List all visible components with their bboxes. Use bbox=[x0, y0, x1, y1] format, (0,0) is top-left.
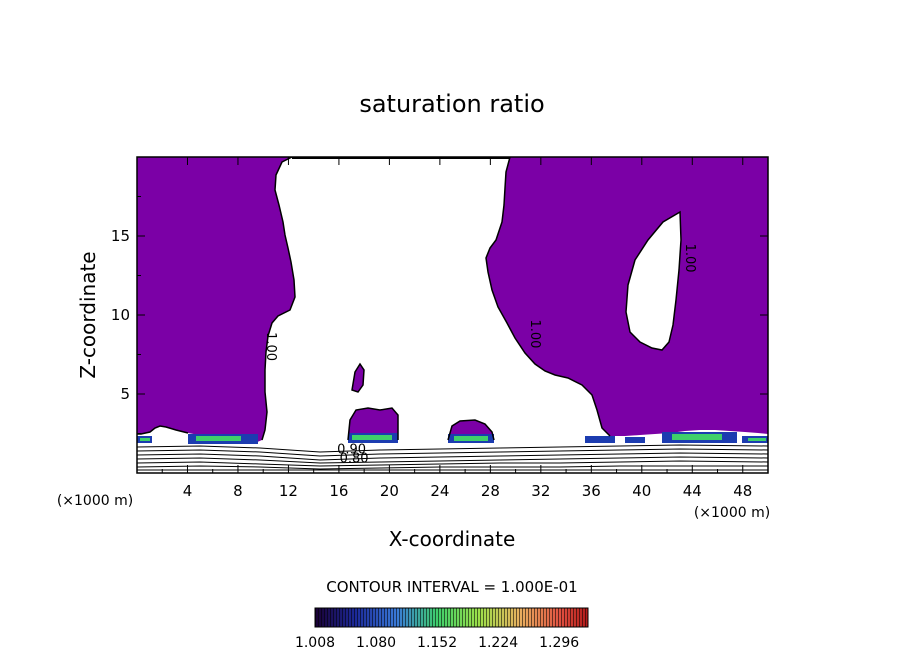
x-tick-label: 48 bbox=[733, 482, 752, 500]
x-unit-label-right: (×1000 m) bbox=[694, 505, 770, 521]
colorbar-tick-label: 1.224 bbox=[478, 635, 518, 651]
x-tick-label: 40 bbox=[632, 482, 651, 500]
y-tick-label: 5 bbox=[120, 385, 130, 403]
contour-label-group: 1.00 1.00 1.00 0.900.80 bbox=[263, 244, 697, 467]
x-tick-label: 28 bbox=[481, 482, 500, 500]
contour-label: 1.00 bbox=[682, 244, 697, 273]
y-tick-label: 15 bbox=[111, 227, 130, 245]
near-surface-maxima bbox=[137, 432, 768, 444]
x-tick-label: 16 bbox=[329, 482, 348, 500]
chart-title: saturation ratio bbox=[359, 90, 544, 118]
colorbar-tick-label: 1.152 bbox=[417, 635, 457, 651]
x-tick-label: 4 bbox=[183, 482, 193, 500]
x-tick-label: 36 bbox=[582, 482, 601, 500]
contour-lines-1.00 bbox=[137, 157, 611, 441]
x-tick-label: 8 bbox=[233, 482, 243, 500]
y-tick-label: 10 bbox=[111, 306, 130, 324]
contour-label: 0.80 bbox=[340, 452, 369, 467]
blob-center bbox=[348, 408, 398, 440]
colorbar-tick-label: 1.296 bbox=[539, 635, 579, 651]
x-tick-label: 32 bbox=[531, 482, 550, 500]
colorbar-tick-label: 1.008 bbox=[295, 635, 335, 651]
y-axis-ticks: 5 10 15 bbox=[111, 196, 768, 434]
x-unit-label-left: (×1000 m) bbox=[57, 493, 133, 509]
blob-small bbox=[352, 364, 364, 392]
x-tick-label: 44 bbox=[683, 482, 702, 500]
x-tick-label: 20 bbox=[380, 482, 399, 500]
contour-interval: CONTOUR INTERVAL = 1.000E-01 bbox=[326, 578, 577, 596]
contour-label: 1.00 bbox=[527, 319, 542, 348]
contour-label: 1.00 bbox=[263, 332, 278, 361]
x-axis-label: X-coordinate bbox=[389, 527, 516, 551]
y-axis-label: Z-coordinate bbox=[76, 251, 100, 378]
x-tick-label: 12 bbox=[279, 482, 298, 500]
colorbar-tick-labels: 1.008 1.080 1.152 1.224 1.296 bbox=[295, 635, 579, 651]
supersaturated-region-left bbox=[137, 157, 295, 443]
x-tick-label: 24 bbox=[430, 482, 449, 500]
subsaturated-lens-right bbox=[625, 210, 682, 351]
colorbar bbox=[314, 607, 589, 628]
plot-area bbox=[137, 157, 768, 473]
contour-label: 0.90 bbox=[337, 442, 366, 457]
colorbar-tick-label: 1.080 bbox=[356, 635, 396, 651]
x-axis-ticks: 4 8 12 16 20 24 28 32 36 40 44 48 bbox=[161, 157, 752, 500]
